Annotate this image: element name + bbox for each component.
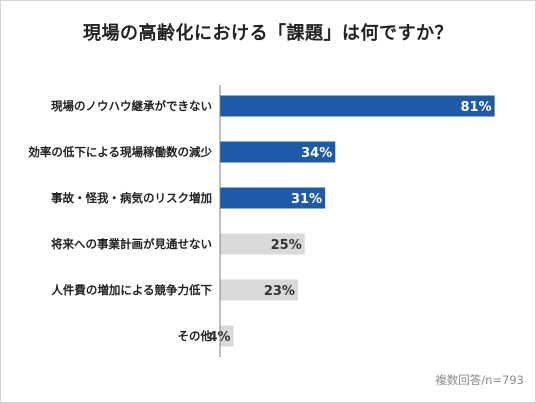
value-label: 23% [264,284,295,299]
value-label: 34% [301,146,332,161]
value-label: 81% [460,100,491,115]
category-label: 将来への事業計画が見通せない [51,237,212,251]
chart-title: 現場の高齢化における「課題」は何ですか？ [83,23,453,44]
bar [220,279,298,301]
bar [220,95,495,117]
bar [220,233,305,255]
category-label: その他 [178,329,213,343]
category-label: 現場のノウハウ継承ができない [51,99,212,113]
category-label: 事故・怪我・病気のリスク増加 [51,191,212,205]
value-label: 25% [271,238,302,253]
category-label: 効率の低下による現場稼働数の減少 [28,145,212,159]
bar [220,187,326,209]
chart-footnote: 複数回答/n=793 [435,373,524,387]
category-label: 人件費の増加による競争力低下 [51,283,212,297]
bar [220,141,336,163]
bar [220,325,234,347]
bars-layer: 現場のノウハウ継承ができない 81% 効率の低下による現場稼働数の減少 34% 事故・怪… [28,95,495,347]
value-label: 31% [291,192,322,207]
